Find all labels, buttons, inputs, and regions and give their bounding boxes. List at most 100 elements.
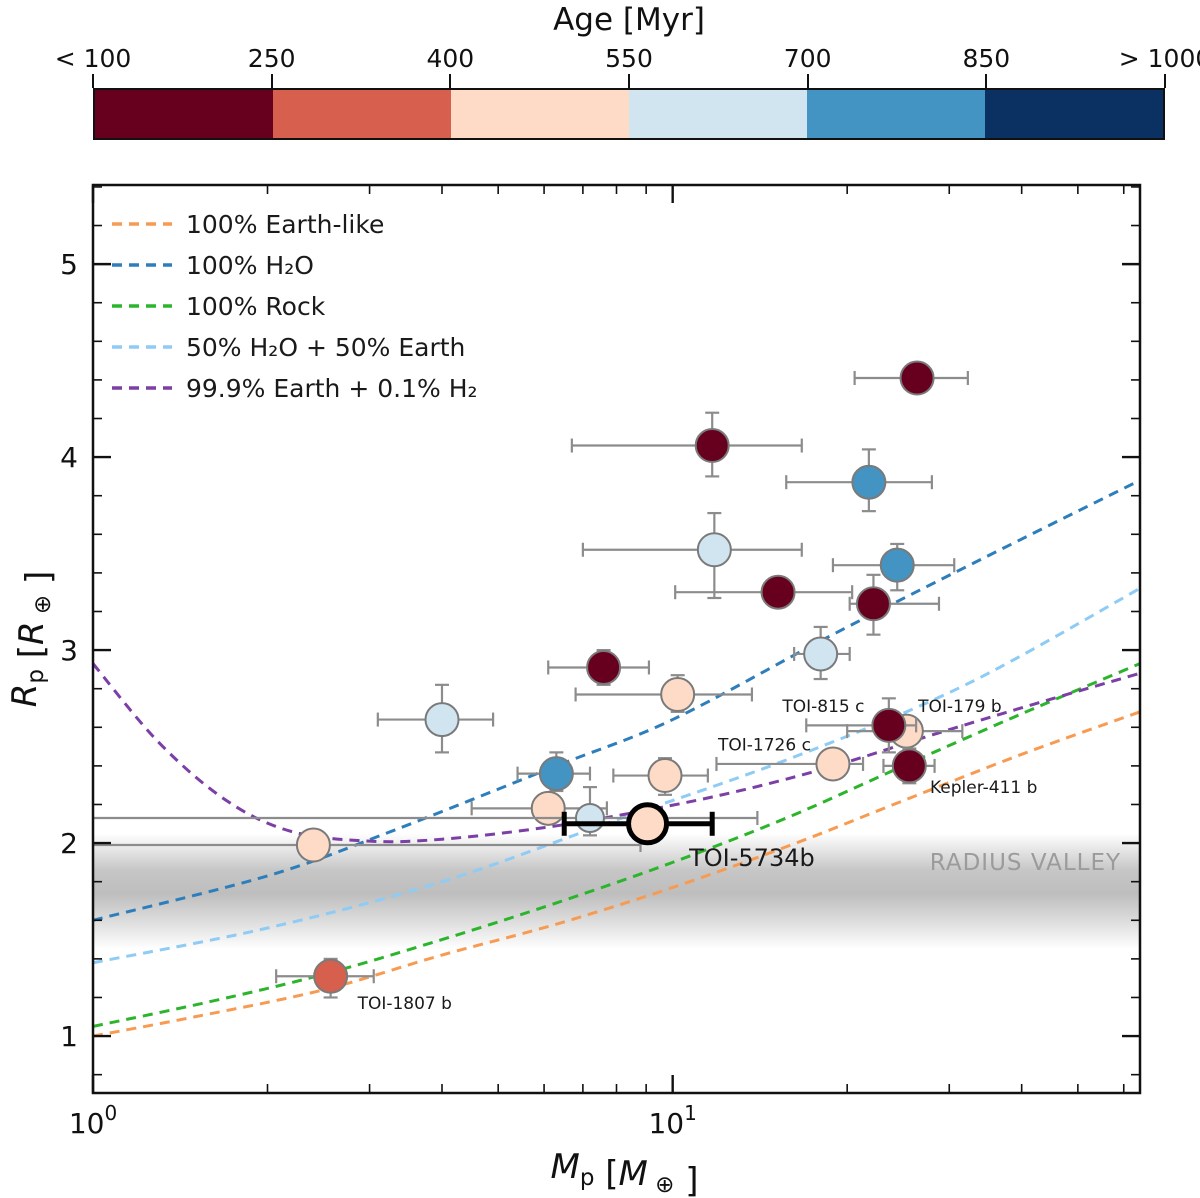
annotation-TOI-815-c: TOI-815 c xyxy=(781,697,864,717)
point-group-TOI-5734b xyxy=(561,802,715,846)
y-axis-label: Rp [R ⊕ ] xyxy=(5,571,59,708)
point-group-p9 xyxy=(574,674,754,713)
point-group-p7 xyxy=(848,573,941,636)
model-curves xyxy=(93,478,1140,1038)
point-group-p3 xyxy=(785,448,933,513)
data-point-p13 xyxy=(647,758,683,794)
data-point-p18 xyxy=(295,827,331,863)
data-point-p5 xyxy=(879,547,915,583)
y-tick-label: 5 xyxy=(60,248,78,281)
x-axis-label: Mp [M ⊕ ] xyxy=(550,1147,698,1198)
annotation-RADIUS-VALLEY: RADIUS VALLEY xyxy=(930,850,1121,876)
data-point-p2 xyxy=(694,428,730,464)
data-point-TOI-1726 c xyxy=(815,746,851,782)
model-curve-rock-100 xyxy=(93,662,1140,1028)
colorbar-tick xyxy=(628,74,630,88)
annotation-TOI-5734b: TOI-5734b xyxy=(688,844,815,872)
point-group-TOI-1726 c xyxy=(715,746,865,782)
legend-label: 100% H₂O xyxy=(186,251,314,280)
legend-item-1: 100% H₂O xyxy=(112,251,314,280)
colorbar-segment-3 xyxy=(629,90,807,138)
legend-item-2: 100% Rock xyxy=(112,292,326,321)
model-curve-h2o-50-earth-50 xyxy=(93,587,1140,965)
radius-valley-band xyxy=(93,833,1140,950)
data-point-p8 xyxy=(586,649,622,685)
x-tick-label: 101 xyxy=(648,1101,696,1140)
data-point-TOI-815 c xyxy=(871,707,907,743)
colorbar-tick xyxy=(1164,74,1166,88)
point-group-p10 xyxy=(376,683,495,754)
colorbar-tick-label: 250 xyxy=(247,44,296,73)
colorbar-segment-2 xyxy=(451,90,629,138)
x-tick-label: 100 xyxy=(69,1101,117,1140)
legend-item-0: 100% Earth-like xyxy=(112,210,384,239)
y-tick-label: 3 xyxy=(60,634,78,667)
colorbar-tick xyxy=(92,74,94,88)
colorbar-tick-label: 700 xyxy=(783,44,832,73)
axis-ticks xyxy=(91,185,1140,1093)
point-group-p11 xyxy=(793,625,851,681)
y-tick-label: 2 xyxy=(60,827,78,860)
legend: 100% Earth-like 100% H₂O 100% Rock 50% H₂O … xyxy=(112,210,478,403)
data-points xyxy=(93,360,969,999)
y-tick-label: 1 xyxy=(60,1020,78,1053)
annotation-Kepler-411-b: Kepler-411 b xyxy=(930,778,1037,798)
data-point-p3 xyxy=(851,464,887,500)
data-point-p9 xyxy=(660,676,696,712)
model-curve-earth-like xyxy=(93,710,1140,1038)
colorbar-tick-label: < 100 xyxy=(54,44,132,73)
colorbar-age-scale xyxy=(93,88,1165,140)
point-group-p18 xyxy=(93,827,642,863)
data-point-TOI-1807 b xyxy=(313,958,349,994)
point-group-Kepler-411 b xyxy=(882,747,936,785)
point-group-p13 xyxy=(612,757,709,796)
colorbar-tick xyxy=(270,74,273,88)
legend-label: 99.9% Earth + 0.1% H₂ xyxy=(186,374,478,403)
data-point-p1 xyxy=(899,360,935,396)
data-point-Kepler-411 b xyxy=(891,748,927,784)
colorbar-tick-label: 400 xyxy=(426,44,475,73)
data-point-p12 xyxy=(538,756,574,792)
legend-label: 50% H₂O + 50% Earth xyxy=(186,333,465,362)
point-group-p5 xyxy=(831,542,956,592)
plot-inner xyxy=(93,360,1140,1038)
colorbar-tick-label: 850 xyxy=(962,44,1011,73)
point-group-p15 xyxy=(470,790,608,826)
colorbar-segment-0 xyxy=(95,90,273,138)
legend-item-4: 99.9% Earth + 0.1% H₂ xyxy=(112,374,478,403)
point-group-TOI-1807 b xyxy=(275,957,375,999)
data-point-p15 xyxy=(530,790,566,826)
point-group-p12 xyxy=(516,751,592,793)
plot-frame xyxy=(91,183,1142,1095)
colorbar-segment-1 xyxy=(273,90,451,138)
model-curve-h2o-100 xyxy=(93,478,1140,922)
model-curve-earth-999-h2-01 xyxy=(93,662,1140,844)
colorbar-segment-5 xyxy=(985,90,1163,138)
legend-label: 100% Earth-like xyxy=(186,210,384,239)
legend-item-3: 50% H₂O + 50% Earth xyxy=(112,333,465,362)
point-group-p8 xyxy=(547,648,651,686)
data-point-p6 xyxy=(760,574,796,610)
annotation-TOI-179-b: TOI-179 b xyxy=(917,697,1002,717)
tick-labels: 100 101 1 2 3 4 5 xyxy=(60,248,697,1140)
data-point-p11 xyxy=(803,636,839,672)
colorbar-segment-4 xyxy=(807,90,985,138)
data-point-p7 xyxy=(855,586,891,622)
point-group-p1 xyxy=(853,360,969,396)
colorbar-title: Age [Myr] xyxy=(553,2,705,38)
colorbar-tick xyxy=(806,74,809,88)
colorbar-tick-label: 550 xyxy=(605,44,653,73)
data-point-TOI-5734b xyxy=(626,802,670,846)
colorbar-tick xyxy=(449,74,452,88)
annotation-TOI-1726-c: TOI-1726 c xyxy=(717,735,811,755)
colorbar-tick xyxy=(985,74,988,88)
point-group-p6 xyxy=(674,574,854,610)
point-group-p2 xyxy=(570,411,803,478)
data-point-p16 xyxy=(574,802,605,833)
data-point-p10 xyxy=(424,702,460,738)
point-group-TOI-815 c xyxy=(805,697,918,754)
annotations: TOI-815 c TOI-179 b TOI-1726 c Kepler-411 b… xyxy=(357,697,1121,1014)
legend-label: 100% Rock xyxy=(186,292,326,321)
